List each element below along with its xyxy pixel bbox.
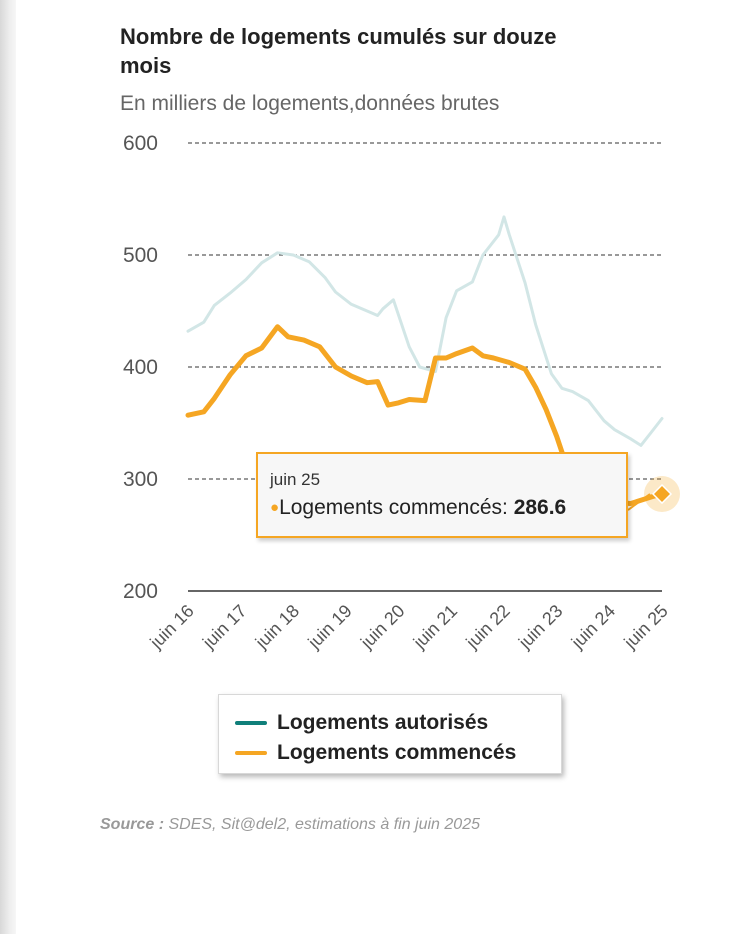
y-tick-label-400: 400 (123, 356, 158, 379)
tooltip: juin 25 ●Logements commencés: 286.6 (256, 452, 628, 538)
x-tick-label-2: juin 18 (251, 601, 303, 653)
x-tick-label-3: juin 19 (303, 601, 355, 653)
source-note: Source : SDES, Sit@del2, estimations à f… (100, 816, 480, 834)
chart-subtitle: En milliers de logements,données brutes (120, 92, 500, 115)
y-tick-label-200: 200 (123, 580, 158, 603)
legend-item-commences[interactable]: Logements commencés (235, 741, 516, 765)
x-tick-label-5: juin 21 (409, 601, 461, 653)
legend-label-commences: Logements commencés (277, 741, 517, 764)
legend-swatch-autorises (235, 721, 267, 725)
x-tick-label-4: juin 20 (356, 601, 408, 653)
legend-swatch-commences (235, 751, 267, 755)
series-line-autorises (186, 215, 664, 447)
tooltip-bullet-icon: ● (270, 499, 280, 516)
source-label: Source : (100, 816, 165, 833)
tooltip-pointer (627, 493, 651, 511)
x-tick-label-6: juin 22 (461, 601, 513, 653)
tooltip-value: 286.6 (513, 496, 567, 519)
chart-title: Nombre de logements cumulés sur douze mo… (120, 24, 557, 78)
source-text: SDES, Sit@del2, estimations à fin juin 2… (168, 816, 480, 833)
x-tick-label-1: juin 17 (198, 601, 250, 653)
tooltip-line: ●Logements commencés: 286.6 (270, 496, 567, 519)
legend: Logements autorisés Logements commencés (218, 694, 562, 774)
y-tick-label-300: 300 (123, 468, 158, 491)
y-tick-label-600: 600 (123, 132, 158, 155)
x-tick-label-0: juin 16 (145, 601, 197, 653)
x-tick-label-7: juin 23 (514, 601, 566, 653)
legend-item-autorises[interactable]: Logements autorisés (235, 711, 488, 735)
tooltip-date: juin 25 (270, 470, 321, 489)
y-tick-label-500: 500 (123, 244, 158, 267)
page-left-edge (0, 0, 16, 934)
x-tick-label-9: juin 25 (619, 601, 671, 653)
marker-layer (627, 476, 680, 513)
legend-label-autorises: Logements autorisés (277, 711, 489, 734)
tooltip-series-name: Logements commencés (279, 496, 503, 519)
x-tick-label-8: juin 24 (567, 601, 619, 653)
highlight-point-marker (651, 483, 673, 505)
